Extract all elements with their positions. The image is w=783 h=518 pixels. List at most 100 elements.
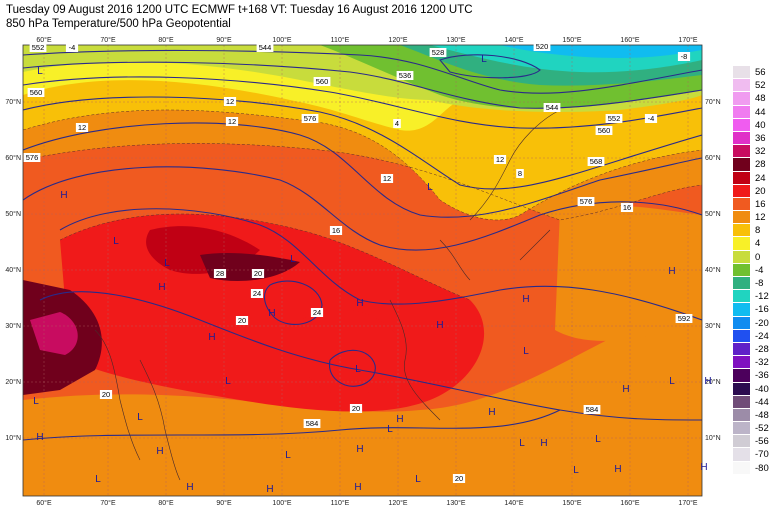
high-pressure-marker: H <box>268 308 275 319</box>
low-pressure-marker: L <box>415 474 421 485</box>
lat-label-right: 30°N <box>705 322 721 330</box>
legend-entry: 40 <box>733 118 779 132</box>
legend-entry: -24 <box>733 329 779 343</box>
contour-label-bg <box>677 52 691 61</box>
lon-label-top: 130°E <box>446 36 465 44</box>
legend-swatch <box>733 131 750 146</box>
contour-label-bg <box>452 474 466 483</box>
lon-label-bottom: 160°E <box>620 499 639 507</box>
legend-entry: 28 <box>733 158 779 172</box>
field-desert-peak <box>30 312 78 355</box>
contour-label-bg <box>75 123 89 132</box>
legend-swatch <box>733 461 750 475</box>
lat-label-left: 30°N <box>5 322 21 330</box>
contour-label-bg <box>303 419 321 428</box>
contour-label: 12 <box>226 97 234 106</box>
contour-label: -4 <box>648 114 655 123</box>
legend-entry: -44 <box>733 395 779 409</box>
contour-label: 20 <box>352 404 360 413</box>
low-pressure-marker: L <box>427 182 433 193</box>
legend-label: -28 <box>755 343 769 355</box>
high-pressure-marker: H <box>540 438 547 449</box>
low-pressure-marker: L <box>669 376 675 387</box>
lat-label-right: 50°N <box>705 210 721 218</box>
contour-label-bg <box>493 155 507 164</box>
lon-label-bottom: 60°E <box>36 499 52 507</box>
low-pressure-marker: L <box>355 364 361 375</box>
contour-label: 16 <box>332 226 340 235</box>
legend-swatch <box>733 290 750 304</box>
contour-label-bg <box>225 117 239 126</box>
legend-swatch <box>733 158 750 172</box>
legend-swatch <box>733 356 750 370</box>
legend-entry: -32 <box>733 356 779 370</box>
contour-label: 560 <box>30 88 43 97</box>
legend-swatch <box>733 224 750 238</box>
high-pressure-marker: H <box>354 482 361 493</box>
low-pressure-marker: L <box>285 450 291 461</box>
legend-swatch <box>733 422 750 436</box>
high-pressure-marker: H <box>396 414 403 425</box>
legend-swatch <box>733 145 750 159</box>
legend-swatch <box>733 66 750 80</box>
high-pressure-marker: H <box>668 266 675 277</box>
contour-label: 576 <box>304 114 317 123</box>
legend-label: -80 <box>755 462 769 474</box>
contour-label-bg <box>313 77 331 86</box>
contour-label-bg <box>644 114 658 123</box>
legend-label: -36 <box>755 370 769 382</box>
contour-label: 20 <box>254 269 262 278</box>
legend-label: -70 <box>755 449 769 461</box>
lon-label-bottom: 100°E <box>272 499 291 507</box>
low-pressure-marker: L <box>387 424 393 435</box>
coastlines <box>94 109 561 481</box>
legend-label: -4 <box>755 264 764 276</box>
lat-label-left: 60°N <box>5 154 21 162</box>
legend-entry: 56 <box>733 66 779 80</box>
contour-label-bg <box>329 226 343 235</box>
legend-entry: 16 <box>733 197 779 212</box>
legend-entry: -80 <box>733 461 779 475</box>
legend-entry: -8 <box>733 277 779 291</box>
legend-entry: 44 <box>733 105 779 119</box>
lat-label-left: 20°N <box>5 378 21 386</box>
legend-label: 48 <box>755 93 766 105</box>
legend-label: 36 <box>755 132 766 144</box>
legend-entry: -20 <box>733 316 779 330</box>
legend-label: 52 <box>755 80 766 92</box>
legend-swatch <box>733 118 750 132</box>
temperature-field <box>23 45 702 496</box>
legend-label: 8 <box>755 225 761 237</box>
contour-label-bg <box>250 289 264 298</box>
contour-label-bg <box>65 43 79 52</box>
contour-label: 576 <box>580 197 593 206</box>
legend-swatch <box>733 408 750 423</box>
contour-label: 536 <box>399 71 412 80</box>
contour-label: 584 <box>306 419 319 428</box>
low-pressure-marker: L <box>37 66 43 77</box>
contour-label: 528 <box>432 48 445 57</box>
contour-label-bg <box>533 42 551 51</box>
legend-label: -48 <box>755 409 769 421</box>
map-title: Tuesday 09 August 2016 1200 UTC ECMWF t+… <box>6 4 473 16</box>
lon-label-top: 70°E <box>100 36 116 44</box>
lon-label-bottom: 70°E <box>100 499 116 507</box>
lon-label-top: 100°E <box>272 36 291 44</box>
contour-label-bg <box>675 314 693 323</box>
contour-label: 584 <box>586 405 599 414</box>
legend-swatch <box>733 395 750 409</box>
legend-label: -20 <box>755 317 769 329</box>
low-pressure-marker: L <box>523 346 529 357</box>
contour-label-bg <box>213 269 227 278</box>
legend-label: 20 <box>755 185 766 197</box>
high-pressure-marker: H <box>356 298 363 309</box>
contour-label: 20 <box>238 316 246 325</box>
contour-label-bg <box>235 316 249 325</box>
legend-entry: 8 <box>733 224 779 238</box>
contour-label: 576 <box>26 153 39 162</box>
legend-entry: -4 <box>733 263 779 277</box>
lon-label-top: 120°E <box>388 36 407 44</box>
low-pressure-marker: L <box>573 465 579 476</box>
legend-entry: -36 <box>733 369 779 383</box>
